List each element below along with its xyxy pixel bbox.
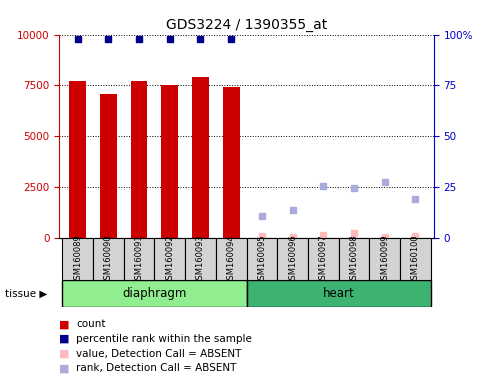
Bar bbox=[192, 77, 209, 238]
Text: GSM160090: GSM160090 bbox=[104, 234, 113, 285]
Text: ■: ■ bbox=[59, 363, 70, 373]
Text: GSM160100: GSM160100 bbox=[411, 234, 420, 285]
Bar bbox=[154, 238, 185, 280]
Bar bbox=[339, 238, 369, 280]
Text: GSM160099: GSM160099 bbox=[380, 234, 389, 285]
Bar bbox=[246, 238, 277, 280]
Title: GDS3224 / 1390355_at: GDS3224 / 1390355_at bbox=[166, 18, 327, 32]
Bar bbox=[93, 238, 124, 280]
Bar bbox=[400, 238, 431, 280]
Bar bbox=[161, 86, 178, 238]
Text: heart: heart bbox=[323, 287, 354, 300]
Bar bbox=[308, 238, 339, 280]
Text: rank, Detection Call = ABSENT: rank, Detection Call = ABSENT bbox=[76, 363, 237, 373]
Text: ■: ■ bbox=[59, 334, 70, 344]
Bar bbox=[62, 280, 246, 307]
Text: diaphragm: diaphragm bbox=[122, 287, 186, 300]
Text: GSM160094: GSM160094 bbox=[227, 234, 236, 285]
Text: value, Detection Call = ABSENT: value, Detection Call = ABSENT bbox=[76, 349, 242, 359]
Text: GSM160095: GSM160095 bbox=[257, 234, 266, 285]
Text: percentile rank within the sample: percentile rank within the sample bbox=[76, 334, 252, 344]
Bar bbox=[131, 81, 147, 238]
Text: GSM160098: GSM160098 bbox=[350, 234, 358, 285]
Text: GSM160092: GSM160092 bbox=[165, 234, 174, 285]
Bar bbox=[223, 88, 240, 238]
Text: GSM160097: GSM160097 bbox=[319, 234, 328, 285]
Bar bbox=[69, 81, 86, 238]
Bar bbox=[277, 238, 308, 280]
Text: GSM160089: GSM160089 bbox=[73, 234, 82, 285]
Text: ■: ■ bbox=[59, 319, 70, 329]
Bar bbox=[185, 238, 216, 280]
Bar bbox=[62, 238, 93, 280]
Text: GSM160093: GSM160093 bbox=[196, 234, 205, 285]
Bar bbox=[216, 238, 246, 280]
Bar bbox=[124, 238, 154, 280]
Bar bbox=[369, 238, 400, 280]
Text: ■: ■ bbox=[59, 349, 70, 359]
Text: tissue ▶: tissue ▶ bbox=[5, 289, 47, 299]
Bar bbox=[246, 280, 431, 307]
Text: count: count bbox=[76, 319, 106, 329]
Text: GSM160091: GSM160091 bbox=[135, 234, 143, 285]
Text: GSM160096: GSM160096 bbox=[288, 234, 297, 285]
Bar bbox=[100, 94, 117, 238]
